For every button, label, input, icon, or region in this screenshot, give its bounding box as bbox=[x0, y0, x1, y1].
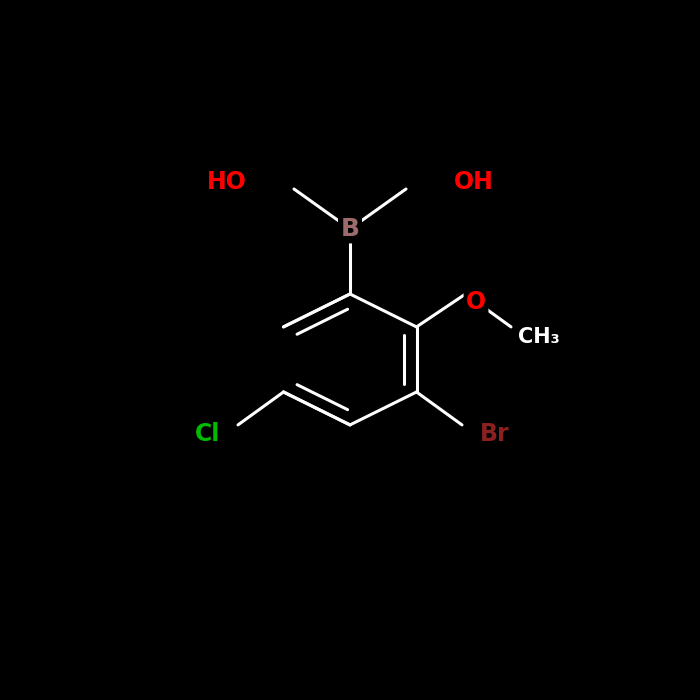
Text: HO: HO bbox=[206, 170, 246, 194]
Text: Br: Br bbox=[480, 422, 509, 446]
Text: OH: OH bbox=[454, 170, 494, 194]
Text: B: B bbox=[340, 217, 360, 241]
Text: O: O bbox=[466, 290, 486, 314]
Text: CH₃: CH₃ bbox=[518, 328, 560, 347]
Text: Cl: Cl bbox=[195, 422, 220, 446]
